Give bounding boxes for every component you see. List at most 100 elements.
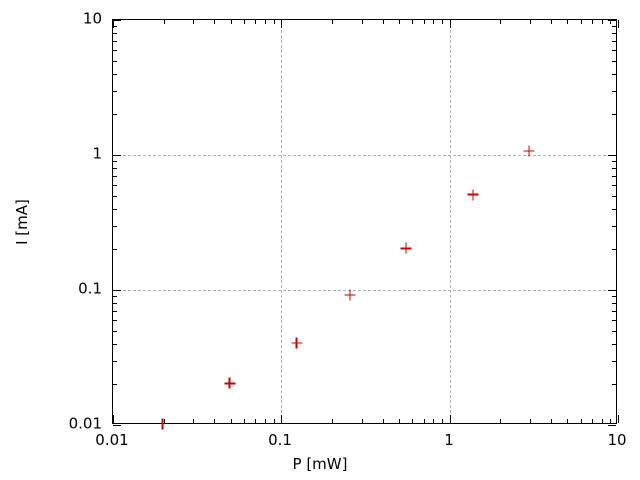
x-tick-bottom-0.1	[281, 415, 283, 423]
y-axis-title: I [mA]	[10, 0, 34, 443]
x-tick-top-9	[610, 20, 612, 24]
y-tick-left-2	[113, 114, 117, 116]
y-tick-left-10	[113, 20, 121, 21]
x-tick-top-2	[500, 20, 502, 24]
x-tick-bottom-6	[580, 419, 582, 423]
x-tick-bottom-0.04	[214, 419, 216, 423]
x-tick-bottom-0.06	[243, 419, 245, 423]
x-tick-bottom-0.08	[265, 419, 267, 423]
y-tick-right-0.01	[608, 425, 616, 426]
x-tick-bottom-0.09	[273, 419, 275, 423]
y-tick-left-0.2	[113, 249, 117, 251]
x-tick-top-0.6000000000000001	[412, 20, 414, 24]
y-tick-left-0.1	[113, 290, 121, 291]
data-series-layer	[112, 19, 617, 430]
data-point	[291, 337, 303, 349]
y-tick-right-2	[612, 114, 616, 116]
data-point	[467, 189, 479, 201]
y-tick-left-5	[113, 60, 117, 62]
y-tick-label-1: 0.1	[78, 279, 102, 298]
x-tick-bottom-0.07	[255, 419, 257, 423]
x-tick-bottom-4	[551, 419, 552, 423]
y-tick-right-0.07	[612, 310, 616, 312]
data-point	[224, 377, 236, 389]
x-tick-bottom-2	[500, 419, 502, 423]
x-tick-bottom-0.5	[398, 419, 400, 423]
x-tick-top-0.30000000000000004	[361, 20, 363, 24]
y-tick-right-10	[608, 20, 616, 21]
y-tick-right-7	[612, 40, 616, 42]
y-tick-left-0.09	[113, 296, 117, 298]
x-tick-bottom-0.8	[433, 419, 435, 423]
x-tick-top-4	[551, 20, 552, 24]
x-tick-label-3: 10	[607, 431, 627, 449]
x-tick-bottom-0.03	[193, 419, 195, 423]
x-tick-bottom-3	[529, 419, 531, 423]
y-tick-right-5	[612, 60, 616, 62]
x-tick-top-0.2	[332, 20, 333, 24]
data-point	[157, 418, 168, 430]
y-tick-right-0.9	[612, 161, 616, 163]
x-tick-label-2: 1	[444, 431, 454, 449]
x-tick-bottom-9	[610, 419, 612, 423]
x-tick-top-0.03	[193, 20, 195, 24]
y-tick-left-9	[113, 26, 117, 28]
y-tick-right-0.8	[612, 168, 616, 170]
x-tick-bottom-0.01	[113, 415, 114, 423]
y-tick-left-7	[113, 40, 117, 42]
x-tick-bottom-10	[618, 415, 619, 423]
y-tick-right-4	[612, 73, 616, 75]
y-axis-title-text: I [mA]	[13, 198, 31, 245]
y-tick-right-0.2	[612, 249, 616, 251]
y-tick-left-0.8	[113, 168, 117, 170]
x-tick-bottom-0.6000000000000001	[412, 419, 414, 423]
y-tick-left-1	[113, 155, 121, 156]
y-tick-right-0.05	[612, 330, 616, 332]
y-tick-right-0.30000000000000004	[612, 225, 616, 227]
y-tick-left-0.30000000000000004	[113, 225, 117, 227]
y-tick-right-9	[612, 26, 616, 28]
x-tick-top-0.5	[398, 20, 400, 24]
y-tick-label-0: 0.01	[68, 414, 102, 433]
x-tick-bottom-0.9	[441, 419, 443, 423]
y-tick-right-0.7000000000000001	[612, 175, 616, 177]
x-tick-label-1: 0.1	[268, 431, 292, 449]
y-tick-right-0.1	[608, 290, 616, 291]
gridline-y-0.1	[113, 290, 616, 291]
y-tick-right-0.4	[612, 208, 616, 210]
x-tick-top-0.01	[113, 20, 114, 28]
x-tick-top-7	[591, 20, 593, 24]
y-tick-right-6	[612, 49, 616, 51]
y-tick-left-0.02	[113, 384, 117, 386]
x-tick-top-0.06	[243, 20, 245, 24]
x-tick-top-0.02	[163, 20, 165, 24]
x-tick-top-0.1	[281, 20, 283, 28]
y-tick-left-4	[113, 73, 117, 75]
x-tick-bottom-1	[449, 415, 451, 423]
x-tick-top-3	[529, 20, 531, 24]
y-tick-left-0.7000000000000001	[113, 175, 117, 177]
x-tick-top-0.7000000000000001	[423, 20, 425, 24]
x-tick-label-0: 0.01	[95, 431, 129, 449]
y-tick-left-0.04	[113, 343, 117, 345]
x-tick-bottom-0.2	[332, 419, 333, 423]
y-tick-right-0.6000000000000001	[612, 184, 616, 186]
y-tick-left-0.9	[113, 161, 117, 163]
y-tick-right-0.5	[612, 195, 616, 197]
y-tick-label-3: 10	[82, 9, 102, 28]
x-tick-top-8	[601, 20, 603, 24]
y-tick-right-0.02	[612, 384, 616, 386]
x-tick-top-1	[449, 20, 451, 28]
gridline-x-1	[450, 20, 451, 423]
x-tick-bottom-0.30000000000000004	[361, 419, 363, 423]
x-tick-bottom-0.02	[163, 419, 165, 423]
y-tick-right-3	[612, 90, 616, 92]
y-tick-left-8	[113, 33, 117, 35]
y-tick-left-0.01	[113, 425, 121, 426]
x-tick-top-0.04	[214, 20, 216, 24]
x-tick-bottom-0.4	[382, 419, 384, 423]
y-tick-left-6	[113, 49, 117, 51]
y-tick-left-0.06	[113, 319, 117, 321]
y-tick-left-0.03	[113, 360, 117, 362]
